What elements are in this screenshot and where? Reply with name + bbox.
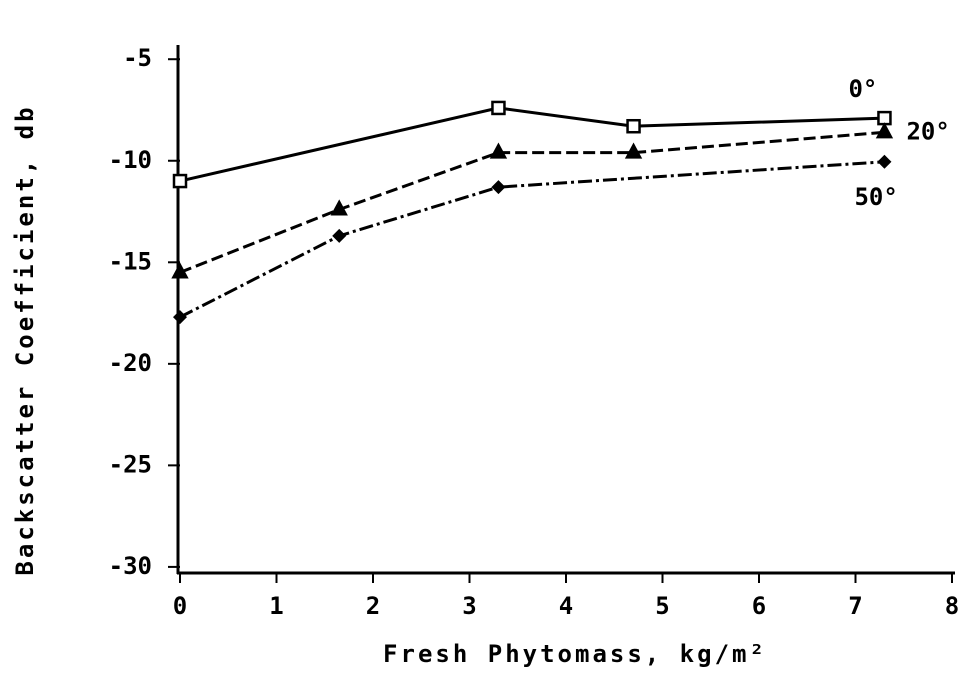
- marker: [172, 173, 188, 189]
- x-tick-label: 2: [366, 592, 380, 620]
- y-tick-label: -10: [109, 146, 152, 174]
- y-tick-label: -20: [109, 349, 152, 377]
- series-line: [179, 160, 885, 319]
- x-tick-label: 6: [752, 592, 766, 620]
- series-line: [179, 130, 885, 274]
- marker: [624, 142, 643, 159]
- x-tick-label: 8: [945, 592, 959, 620]
- series-label: 20°: [906, 117, 949, 145]
- marker: [626, 118, 641, 134]
- x-tick-label: 3: [462, 592, 476, 620]
- x-tick-label: 7: [848, 592, 862, 620]
- marker: [491, 180, 506, 195]
- marker: [330, 199, 348, 216]
- y-tick-label: -15: [109, 247, 152, 275]
- marker: [877, 154, 892, 169]
- series-line: [179, 106, 885, 183]
- marker: [491, 100, 506, 116]
- marker: [173, 310, 187, 325]
- y-tick-label: -25: [109, 450, 152, 478]
- series-label: 0°: [848, 75, 877, 103]
- marker: [875, 122, 894, 139]
- x-axis-title: Fresh Phytomass, kg/m²: [383, 640, 767, 668]
- marker: [332, 228, 347, 243]
- x-tick-label: 0: [173, 592, 187, 620]
- y-tick-label: -30: [109, 552, 152, 580]
- marker: [171, 262, 189, 279]
- y-axis-title: Backscatter Coefficient, db: [11, 104, 39, 575]
- x-tick-label: 4: [559, 592, 573, 620]
- x-tick-label: 1: [269, 592, 283, 620]
- marker: [489, 142, 508, 159]
- y-tick-label: -5: [123, 44, 152, 72]
- x-tick-label: 5: [655, 592, 669, 620]
- series-label: 50°: [854, 183, 897, 211]
